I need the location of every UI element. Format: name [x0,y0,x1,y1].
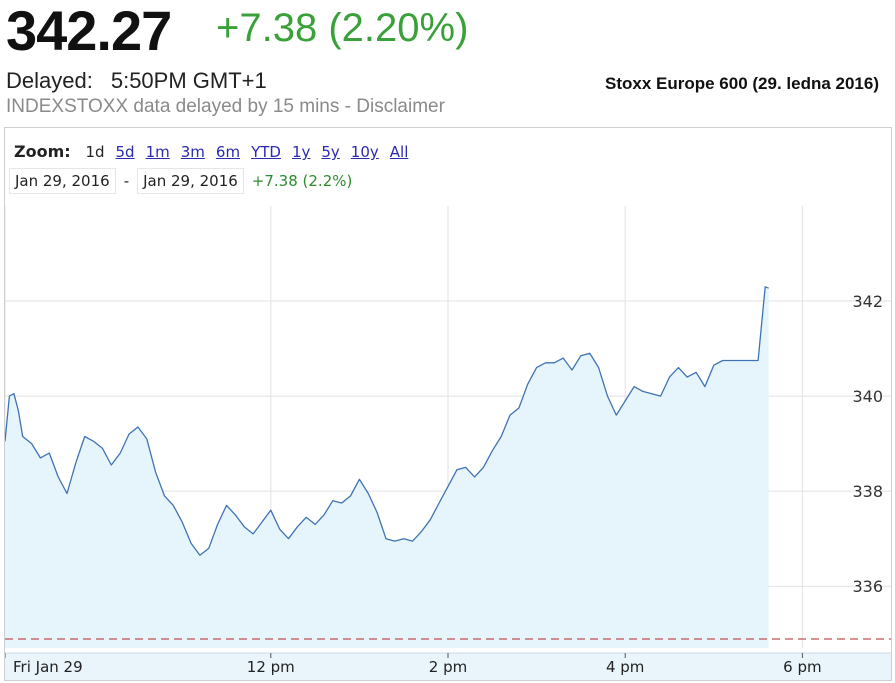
zoom-selector: Zoom: 1d 5d 1m 3m 6m YTD 1y 5y 10y All [14,142,419,161]
delayed-label: Delayed: [6,68,93,93]
zoom-option-10y[interactable]: 10y [350,143,379,161]
zoom-option-1y[interactable]: 1y [291,143,311,161]
delayed-time: 5:50PM GMT+1 [110,68,267,93]
y-tick-label: 338 [852,482,883,501]
x-tick-label: Fri Jan 29 [13,658,83,676]
zoom-option-all[interactable]: All [389,143,409,161]
delayed-info: Delayed: 5:50PM GMT+1 [6,68,267,94]
zoom-option-ytd[interactable]: YTD [251,143,281,161]
range-from-input[interactable]: Jan 29, 2016 [9,168,116,194]
zoom-options: 1d 5d 1m 3m 6m YTD 1y 5y 10y All [85,143,419,161]
x-tick-label: 12 pm [247,658,295,676]
range-to-input[interactable]: Jan 29, 2016 [137,168,244,194]
zoom-option-5y[interactable]: 5y [321,143,340,161]
zoom-option-6m[interactable]: 6m [215,143,241,161]
zoom-label: Zoom: [14,142,71,161]
zoom-option-1m[interactable]: 1m [145,143,170,161]
zoom-option-3m[interactable]: 3m [180,143,205,161]
zoom-option-5d[interactable]: 5d [115,143,135,161]
range-dash: - [123,172,130,190]
y-tick-label: 340 [852,387,883,406]
zoom-option-1d[interactable]: 1d [85,143,105,161]
price-area [5,286,769,648]
last-price: 342.27 [6,0,172,62]
y-tick-label: 336 [852,577,883,596]
x-tick-label: 6 pm [783,658,821,676]
figure-caption: Stoxx Europe 600 (29. ledna 2016) [604,74,879,93]
x-tick-label: 4 pm [606,658,644,676]
range-change: +7.38 (2.2%) [251,172,353,190]
price-line [5,286,769,556]
price-chart[interactable]: 342 340 338 336 Fri Jan 29 12 pm 2 pm 4 pm 6 pm [5,128,891,680]
chart-panel: 342 340 338 336 Fri Jan 29 12 pm 2 pm 4 pm 6 pm … [4,127,892,681]
disclaimer-text[interactable]: INDEXSTOXX data delayed by 15 mins - Dis… [6,96,445,117]
price-change: +7.38 (2.20%) [216,6,469,50]
date-range: Jan 29, 2016 - Jan 29, 2016 +7.38 (2.2%) [9,168,352,194]
x-tick-label: 2 pm [429,658,467,676]
y-tick-label: 342 [852,292,883,311]
